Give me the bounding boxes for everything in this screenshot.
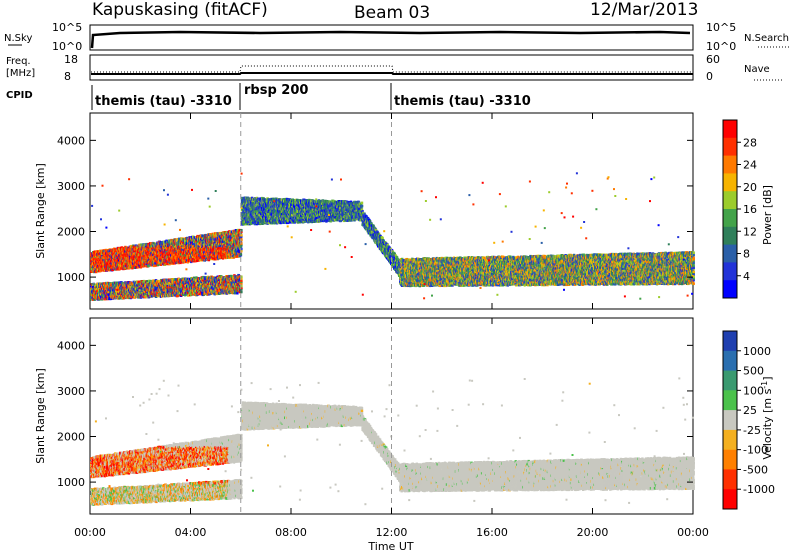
nsky-label: N.Sky [4,33,32,44]
nsearch-tick-bottom: 10^0 [706,40,736,53]
beam-label: Beam 03 [354,3,430,23]
freq-label-line1: Freq. [6,56,31,67]
data-cell [240,253,242,256]
nave-tick-bottom: 0 [706,70,713,83]
cpid-row: CPID themis (tau) -3310 rbsp 200 themis … [6,83,531,110]
cpid-segment-3: themis (tau) -3310 [394,94,531,109]
cpid-segment-2: rbsp 200 [244,83,308,98]
radar-summary-figure: Kapuskasing (fitACF) Beam 03 12/Mar/2013… [0,0,800,554]
nsky-tick-top: 10^5 [52,21,82,34]
station-title: Kapuskasing (fitACF) [92,0,268,20]
cpid-label: CPID [6,90,33,101]
freq-tick-top: 18 [64,53,78,66]
freq-frame [90,55,693,80]
nsearch-tick-top: 10^5 [706,21,736,34]
freq-panel: Freq. [MHz] 18 8 60 0 Nave [6,53,784,83]
freq-label-line2: [MHz] [6,68,35,79]
nsky-frame [90,25,693,50]
freq-trace [91,73,693,74]
nave-tick-top: 60 [706,53,720,66]
cpid-segment-1: themis (tau) -3310 [95,94,232,109]
nave-trace [91,66,693,72]
power-data-layer [90,172,695,301]
nsearch-label: N.Search [744,33,789,44]
freq-tick-bottom: 8 [64,70,71,83]
nsky-panel: N.Sky 10^5 10^0 10^5 10^0 N.Search [4,21,790,53]
nave-label: Nave [744,64,770,75]
nsky-trace [92,32,690,48]
nsky-tick-bottom: 10^0 [52,40,82,53]
date-label: 12/Mar/2013 [590,0,698,20]
